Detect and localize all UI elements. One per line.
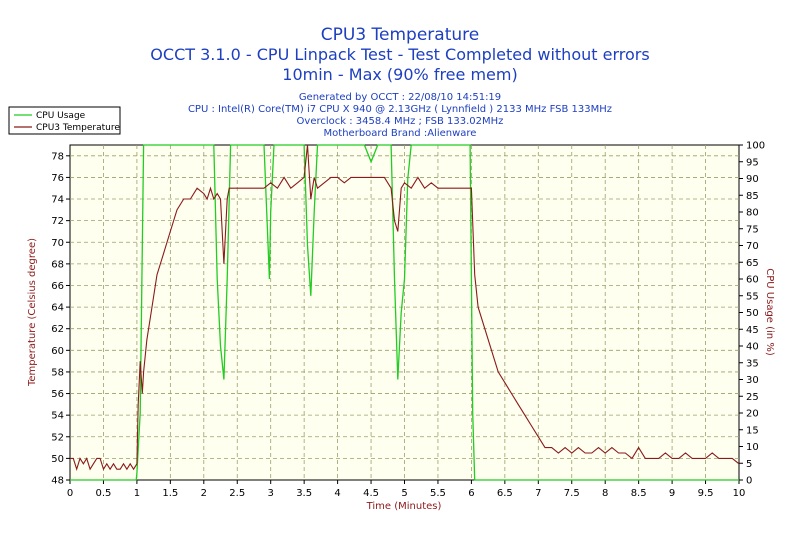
- y-axis-ticks: 48 50 52 54 56 58 60 62 64 66 68 70 72 74 76 78: [51, 151, 70, 487]
- y2-tick-label: 100: [746, 141, 765, 152]
- x-tick-label: 4: [334, 488, 340, 499]
- y-tick-label: 74: [51, 195, 64, 206]
- y-tick-label: 58: [51, 367, 64, 378]
- x-tick-label: 8: [602, 488, 608, 499]
- info-generated: Generated by OCCT : 22/08/10 14:51:19: [299, 92, 501, 103]
- x-tick-label: 8.5: [631, 488, 647, 499]
- y-tick-label: 70: [51, 238, 64, 249]
- y2-tick-label: 55: [746, 291, 759, 302]
- legend-box: [8, 106, 121, 135]
- x-tick-label: 7: [535, 488, 541, 499]
- y2-axis-label: CPU Usage (in %): [764, 268, 775, 356]
- y2-tick-label: 80: [746, 208, 759, 219]
- y-tick-label: 56: [51, 389, 64, 400]
- y2-tick-label: 95: [746, 157, 759, 168]
- x-tick-label: 0: [67, 488, 73, 499]
- x-tick-label: 9: [669, 488, 675, 499]
- y-tick-label: 54: [51, 411, 64, 422]
- x-axis-ticks: 0 0.5 1 1.5 2 2.5 3 3.5 4 4.5 5 5.5 6 6.5 7 7.5 8 8.5 9 9.5…: [67, 480, 746, 499]
- y2-tick-label: 5: [746, 459, 752, 470]
- x-tick-label: 1.5: [162, 488, 178, 499]
- y-tick-label: 64: [51, 303, 64, 314]
- chart-title: CPU3 Temperature: [321, 25, 479, 45]
- info-cpu: CPU : Intel(R) Core(TM) i7 CPU X 940 @ 2…: [188, 104, 612, 115]
- x-tick-label: 4.5: [363, 488, 379, 499]
- y2-axis-ticks: 0 5 10 15 20 25 30 35 40 45 50 55 60 65 70 75 80 85 90 95 10…: [739, 141, 765, 487]
- y2-tick-label: 40: [746, 342, 759, 353]
- y2-tick-label: 65: [746, 258, 759, 269]
- y2-tick-label: 25: [746, 392, 759, 403]
- x-tick-label: 9.5: [698, 488, 714, 499]
- x-tick-label: 5.5: [430, 488, 446, 499]
- y-tick-label: 76: [51, 173, 64, 184]
- y2-tick-label: 45: [746, 325, 759, 336]
- x-tick-label: 2.5: [229, 488, 245, 499]
- y2-tick-label: 75: [746, 224, 759, 235]
- y-tick-label: 78: [51, 151, 64, 162]
- x-axis-label: Time (Minutes): [366, 501, 442, 512]
- x-tick-label: 0.5: [95, 488, 111, 499]
- plot-area: [69, 144, 740, 481]
- y2-tick-label: 20: [746, 409, 759, 420]
- chart-subtitle-test: OCCT 3.1.0 - CPU Linpack Test - Test Com…: [150, 45, 649, 64]
- x-tick-label: 6: [468, 488, 474, 499]
- y2-tick-label: 90: [746, 174, 759, 185]
- x-tick-label: 1: [134, 488, 140, 499]
- info-motherboard: Motherboard Brand :Alienware: [324, 128, 477, 139]
- y2-tick-label: 85: [746, 191, 759, 202]
- y2-tick-label: 35: [746, 358, 759, 369]
- y2-tick-label: 60: [746, 275, 759, 286]
- y-tick-label: 60: [51, 346, 64, 357]
- x-tick-label: 3: [268, 488, 274, 499]
- y-tick-label: 48: [51, 476, 64, 487]
- y-tick-label: 52: [51, 432, 64, 443]
- x-tick-label: 6.5: [497, 488, 513, 499]
- chart-subtitle-duration: 10min - Max (90% free mem): [282, 65, 517, 84]
- legend-label-temperature: CPU3 Temperature: [36, 123, 120, 133]
- y2-tick-label: 50: [746, 308, 759, 319]
- y-tick-label: 50: [51, 454, 64, 465]
- y-tick-label: 62: [51, 324, 64, 335]
- y2-tick-label: 0: [746, 476, 752, 487]
- legend-label-usage: CPU Usage: [36, 111, 86, 121]
- x-tick-label: 7.5: [564, 488, 580, 499]
- y-tick-label: 68: [51, 259, 64, 270]
- info-overclock: Overclock : 3458.4 MHz ; FSB 133.02MHz: [297, 116, 504, 127]
- series-line-cpu3-temperature: [70, 144, 740, 472]
- x-tick-label: 2: [201, 488, 207, 499]
- series-line-cpu-usage: [70, 144, 739, 481]
- y-tick-label: 66: [51, 281, 64, 292]
- x-tick-label: 10: [733, 488, 746, 499]
- y-axis-label: Temperature (Celsius degree): [27, 238, 38, 387]
- y2-tick-label: 15: [746, 425, 759, 436]
- y2-tick-label: 10: [746, 442, 759, 453]
- legend: CPU Usage CPU3 Temperature: [8, 106, 121, 135]
- y2-tick-label: 30: [746, 375, 759, 386]
- x-tick-label: 5: [401, 488, 407, 499]
- y2-tick-label: 70: [746, 241, 759, 252]
- y-tick-label: 72: [51, 216, 64, 227]
- x-tick-label: 3.5: [296, 488, 312, 499]
